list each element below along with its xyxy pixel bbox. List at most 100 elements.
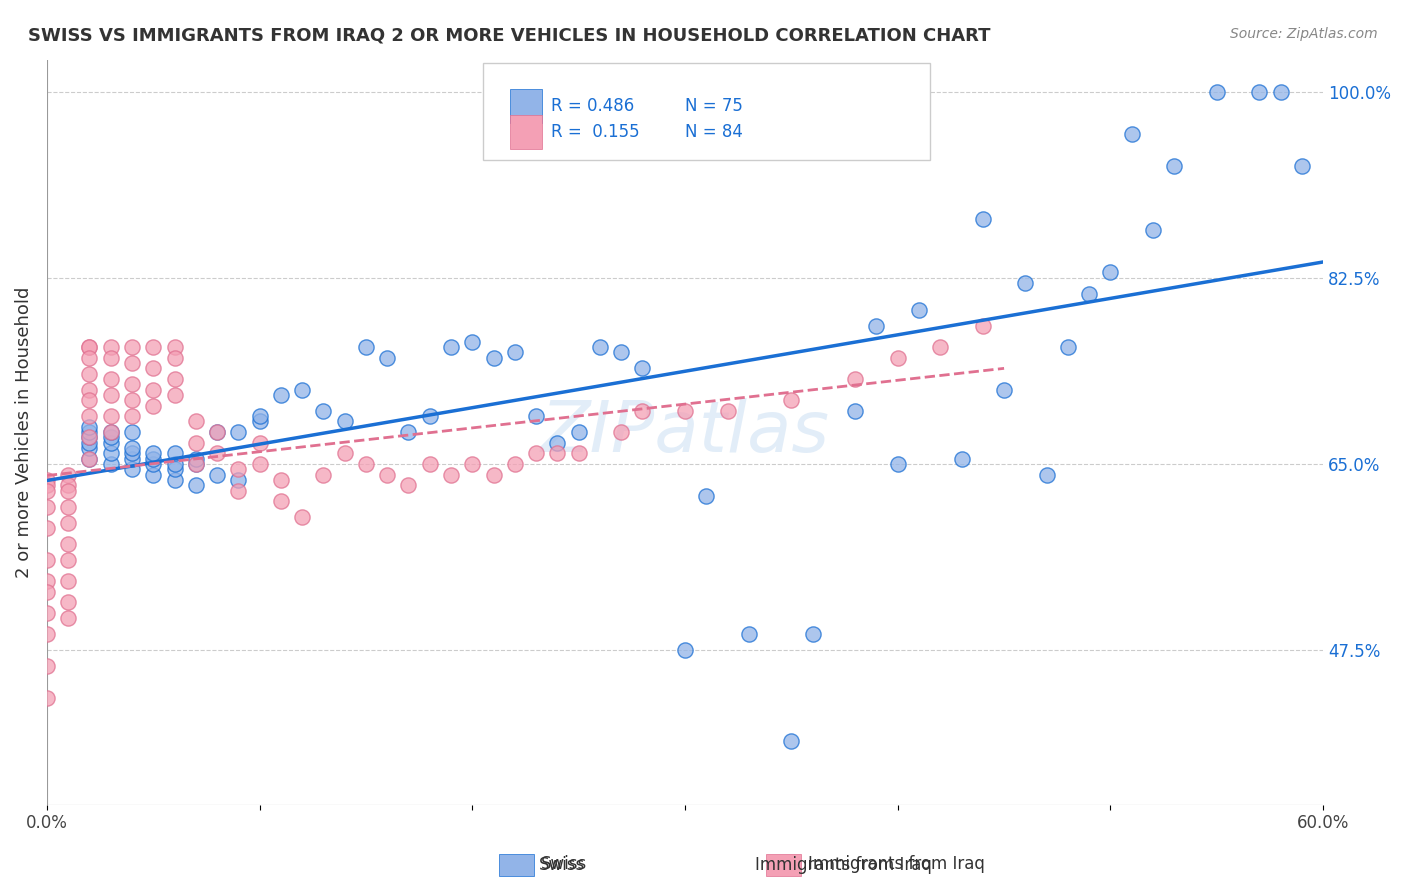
Swiss: [398, 425, 420, 439]
Immigrants from Iraq: [184, 457, 207, 471]
Immigrants from Iraq: [163, 340, 186, 354]
Swiss: [1014, 276, 1036, 290]
Immigrants from Iraq: [35, 521, 58, 535]
Swiss: [375, 351, 398, 365]
Swiss: [589, 340, 612, 354]
Swiss: [673, 643, 696, 657]
Immigrants from Iraq: [333, 446, 356, 460]
Swiss: [121, 451, 143, 466]
Swiss: [865, 318, 887, 333]
Text: Swiss: Swiss: [541, 855, 588, 873]
Immigrants from Iraq: [163, 351, 186, 365]
Immigrants from Iraq: [100, 388, 122, 402]
Swiss: [1205, 85, 1227, 99]
Immigrants from Iraq: [79, 351, 101, 365]
Text: Source: ZipAtlas.com: Source: ZipAtlas.com: [1230, 27, 1378, 41]
Text: ZIPatlas: ZIPatlas: [540, 398, 830, 467]
Immigrants from Iraq: [100, 409, 122, 424]
Swiss: [631, 361, 654, 376]
Immigrants from Iraq: [100, 425, 122, 439]
Swiss: [1057, 340, 1080, 354]
Immigrants from Iraq: [249, 435, 271, 450]
Immigrants from Iraq: [270, 494, 292, 508]
Immigrants from Iraq: [142, 340, 165, 354]
Immigrants from Iraq: [354, 457, 377, 471]
Immigrants from Iraq: [35, 659, 58, 673]
Immigrants from Iraq: [35, 574, 58, 589]
Swiss: [1163, 159, 1185, 173]
Immigrants from Iraq: [79, 340, 101, 354]
Swiss: [79, 451, 101, 466]
Immigrants from Iraq: [79, 393, 101, 408]
Immigrants from Iraq: [79, 383, 101, 397]
Immigrants from Iraq: [972, 318, 994, 333]
Swiss: [333, 415, 356, 429]
Immigrants from Iraq: [56, 537, 79, 551]
Immigrants from Iraq: [56, 611, 79, 625]
Text: Immigrants from Iraq: Immigrants from Iraq: [808, 855, 986, 873]
Text: N = 75: N = 75: [685, 97, 742, 115]
Swiss: [142, 451, 165, 466]
Swiss: [79, 441, 101, 455]
Immigrants from Iraq: [780, 393, 803, 408]
Swiss: [121, 462, 143, 476]
Immigrants from Iraq: [163, 388, 186, 402]
Immigrants from Iraq: [35, 606, 58, 620]
Swiss: [801, 627, 824, 641]
Immigrants from Iraq: [35, 473, 58, 487]
Swiss: [100, 457, 122, 471]
Immigrants from Iraq: [886, 351, 908, 365]
Swiss: [249, 415, 271, 429]
Swiss: [121, 441, 143, 455]
Text: Immigrants from Iraq: Immigrants from Iraq: [755, 856, 932, 874]
Swiss: [738, 627, 761, 641]
Swiss: [354, 340, 377, 354]
Immigrants from Iraq: [228, 462, 250, 476]
Swiss: [270, 388, 292, 402]
Immigrants from Iraq: [375, 467, 398, 482]
Swiss: [908, 302, 931, 317]
Swiss: [142, 446, 165, 460]
Swiss: [312, 404, 335, 418]
Swiss: [100, 430, 122, 444]
Swiss: [1035, 467, 1057, 482]
Immigrants from Iraq: [121, 356, 143, 370]
Immigrants from Iraq: [844, 372, 866, 386]
Immigrants from Iraq: [291, 510, 314, 524]
Swiss: [142, 467, 165, 482]
FancyBboxPatch shape: [510, 89, 543, 123]
Swiss: [163, 473, 186, 487]
Swiss: [184, 451, 207, 466]
Swiss: [524, 409, 547, 424]
Immigrants from Iraq: [100, 351, 122, 365]
Immigrants from Iraq: [56, 516, 79, 530]
Immigrants from Iraq: [35, 553, 58, 567]
Immigrants from Iraq: [35, 500, 58, 514]
Swiss: [1249, 85, 1271, 99]
Swiss: [972, 212, 994, 227]
Immigrants from Iraq: [121, 377, 143, 392]
Immigrants from Iraq: [56, 553, 79, 567]
Immigrants from Iraq: [35, 691, 58, 706]
Immigrants from Iraq: [121, 409, 143, 424]
Swiss: [205, 425, 228, 439]
Swiss: [482, 351, 505, 365]
Immigrants from Iraq: [312, 467, 335, 482]
Swiss: [79, 430, 101, 444]
Swiss: [79, 419, 101, 434]
Immigrants from Iraq: [503, 457, 526, 471]
Swiss: [419, 409, 441, 424]
Swiss: [163, 446, 186, 460]
Immigrants from Iraq: [56, 574, 79, 589]
Swiss: [1099, 265, 1122, 279]
Immigrants from Iraq: [270, 473, 292, 487]
Swiss: [142, 457, 165, 471]
Immigrants from Iraq: [142, 399, 165, 413]
Immigrants from Iraq: [56, 595, 79, 609]
Immigrants from Iraq: [79, 340, 101, 354]
Immigrants from Iraq: [440, 467, 463, 482]
Swiss: [79, 435, 101, 450]
Swiss: [461, 334, 484, 349]
Swiss: [503, 345, 526, 359]
Immigrants from Iraq: [568, 446, 591, 460]
